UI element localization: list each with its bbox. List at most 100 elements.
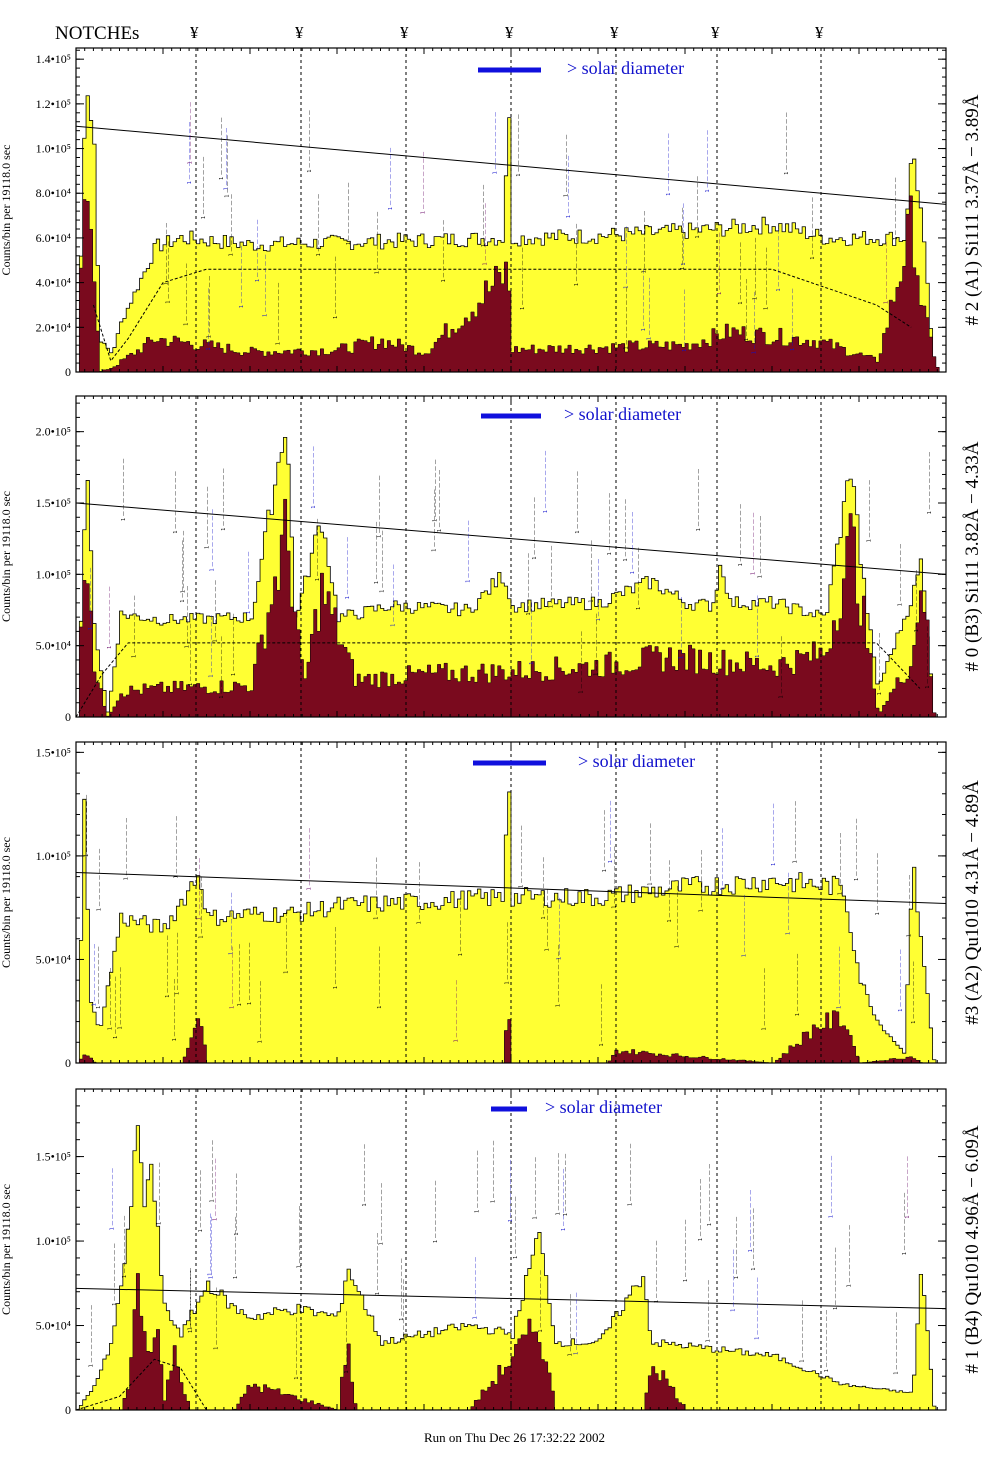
notch-symbol: ¥ bbox=[815, 23, 824, 42]
y-tick-label: 1.0•10⁵ bbox=[36, 142, 71, 156]
svg-text:1 — — — — — — — — —: 1 — — — — — — — — — bbox=[96, 946, 102, 1009]
svg-text:1 — — — — — — — — —: 1 — — — — — — — — — bbox=[255, 219, 261, 282]
y-tick-label: 0 bbox=[65, 365, 71, 379]
svg-text:1 — — — — — — — — —: 1 — — — — — — — — — bbox=[508, 1160, 514, 1223]
svg-text:1 — — — — — — — — —: 1 — — — — — — — — — bbox=[751, 292, 757, 355]
svg-text:1 — — — — — — — — —: 1 — — — — — — — — — bbox=[698, 1179, 704, 1242]
svg-text:1 — — — — — — — — —: 1 — — — — — — — — — bbox=[707, 1164, 713, 1227]
y-tick-label: 0 bbox=[65, 1056, 71, 1070]
svg-text:1 — — — — — — — — —: 1 — — — — — — — — — bbox=[564, 135, 570, 198]
svg-text:1 — — — — — — — — —: 1 — — — — — — — — — bbox=[654, 1240, 660, 1303]
notch-symbol: ¥ bbox=[295, 23, 304, 42]
svg-text:1 — — — — — — — — —: 1 — — — — — — — — — bbox=[124, 818, 130, 881]
model-dashed-line bbox=[92, 268, 912, 362]
svg-text:1 — — — — — — — — —: 1 — — — — — — — — — bbox=[532, 1157, 538, 1220]
svg-text:1 — — — — — — — — —: 1 — — — — — — — — — bbox=[212, 1158, 218, 1221]
svg-text:1 — — — — — — — — —: 1 — — — — — — — — — bbox=[315, 519, 321, 582]
svg-text:1 — — — — — — — — —: 1 — — — — — — — — — bbox=[374, 212, 380, 275]
svg-text:1 — — — — — — — — —: 1 — — — — — — — — — bbox=[377, 946, 383, 1009]
chart-panel: 1 — — — — — — — — —1 — — — — — — — — —1 … bbox=[0, 741, 983, 1070]
y-tick-label: 5.0•10⁴ bbox=[36, 1319, 71, 1333]
svg-text:1 — — — — — — — — —: 1 — — — — — — — — — bbox=[829, 1156, 835, 1219]
svg-text:1 — — — — — — — — —: 1 — — — — — — — — — bbox=[188, 1270, 194, 1333]
y-axis-label: Counts/bin per 19118.0 sec bbox=[0, 837, 13, 968]
fit-line bbox=[75, 1287, 947, 1310]
svg-text:1 — — — — — — — — —: 1 — — — — — — — — — bbox=[599, 984, 605, 1047]
svg-text:1 — — — — — — — — —: 1 — — — — — — — — — bbox=[206, 276, 212, 338]
svg-text:1 — — — — — — — — —: 1 — — — — — — — — — bbox=[346, 183, 352, 246]
svg-text:1 — — — — — — — — —: 1 — — — — — — — — — bbox=[275, 283, 281, 346]
svg-text:1 — — — — — — — — —: 1 — — — — — — — — — bbox=[555, 1153, 561, 1216]
svg-text:1 — — — — — — — — —: 1 — — — — — — — — — bbox=[208, 615, 214, 678]
total-counts-histogram bbox=[76, 95, 946, 373]
svg-text:1 — — — — — — — — —: 1 — — — — — — — — — bbox=[529, 602, 535, 665]
fit-line bbox=[75, 125, 947, 205]
solar-diameter-label: > solar diameter bbox=[567, 58, 684, 78]
svg-text:1 — — — — — — — — —: 1 — — — — — — — — — bbox=[563, 1154, 569, 1217]
svg-text:1 — — — — — — — — —: 1 — — — — — — — — — bbox=[228, 194, 234, 256]
svg-text:1 — — — — — — — — —: 1 — — — — — — — — — bbox=[209, 1140, 215, 1203]
svg-text:1 — — — — — — — — —: 1 — — — — — — — — — bbox=[219, 636, 225, 699]
svg-text:1 — — — — — — — — —: 1 — — — — — — — — — bbox=[307, 828, 313, 891]
svg-text:1 — — — — — — — — —: 1 — — — — — — — — — bbox=[344, 1311, 350, 1374]
svg-text:1 — — — — — — — — —: 1 — — — — — — — — — bbox=[401, 1279, 407, 1342]
svg-text:1 — — — — — — — — —: 1 — — — — — — — — — bbox=[705, 130, 711, 193]
notch-symbols: ¥ ¥ ¥ ¥ ¥ ¥ ¥ bbox=[190, 23, 824, 42]
svg-text:1 — — — — — — — — —: 1 — — — — — — — — — bbox=[544, 889, 550, 952]
svg-text:1 — — — — — — — — —: 1 — — — — — — — — — bbox=[311, 446, 317, 509]
svg-text:1 — — — — — — — — —: 1 — — — — — — — — — bbox=[307, 110, 313, 173]
svg-text:1 — — — — — — — — —: 1 — — — — — — — — — bbox=[793, 801, 799, 864]
svg-text:1 — — — — — — — — —: 1 — — — — — — — — — bbox=[623, 226, 629, 289]
y-tick-label: 1.5•10⁵ bbox=[36, 745, 71, 759]
svg-text:1 — — — — — — — — —: 1 — — — — — — — — — bbox=[333, 256, 339, 319]
y-tick-label: 2.0•10⁴ bbox=[36, 320, 71, 334]
svg-text:1 — — — — — — — — —: 1 — — — — — — — — — bbox=[262, 254, 268, 317]
svg-text:1 — — — — — — — — —: 1 — — — — — — — — — bbox=[233, 1217, 239, 1280]
y-tick-label: 1.5•10⁵ bbox=[36, 496, 71, 510]
svg-text:1 — — — — — — — — —: 1 — — — — — — — — — bbox=[875, 853, 881, 916]
svg-text:1 — — — — — — — — —: 1 — — — — — — — — — bbox=[433, 459, 439, 522]
svg-text:1 — — — — — — — — —: 1 — — — — — — — — — bbox=[230, 946, 236, 1009]
svg-text:1 — — — — — — — — —: 1 — — — — — — — — — bbox=[206, 288, 212, 351]
y-tick-label: 0 bbox=[65, 1403, 71, 1417]
svg-text:1 — — — — — — — — —: 1 — — — — — — — — — bbox=[810, 197, 816, 260]
y-tick-label: 5.0•10⁴ bbox=[36, 639, 71, 653]
svg-text:1 — — — — — — — — —: 1 — — — — — — — — — bbox=[283, 911, 289, 974]
svg-text:1 — — — — — — — — —: 1 — — — — — — — — — bbox=[884, 242, 890, 305]
svg-text:1 — — — — — — — — —: 1 — — — — — — — — — bbox=[607, 493, 613, 556]
svg-text:1 — — — — — — — — —: 1 — — — — — — — — — bbox=[180, 540, 186, 603]
y-axis-label: Counts/bin per 19118.0 sec bbox=[0, 1184, 13, 1315]
svg-text:1 — — — — — — — — —: 1 — — — — — — — — — bbox=[172, 979, 178, 1042]
svg-text:1 — — — — — — — — —: 1 — — — — — — — — — bbox=[165, 935, 171, 998]
svg-text:1 — — — — — — — — —: 1 — — — — — — — — — bbox=[231, 613, 237, 676]
svg-text:1 — — — — — — — — —: 1 — — — — — — — — — bbox=[925, 626, 931, 689]
svg-text:1 — — — — — — — — —: 1 — — — — — — — — — bbox=[623, 499, 629, 562]
fit-line bbox=[75, 502, 947, 575]
svg-text:1 — — — — — — — — —: 1 — — — — — — — — — bbox=[641, 269, 647, 332]
svg-text:1 — — — — — — — — —: 1 — — — — — — — — — bbox=[297, 1206, 303, 1269]
svg-text:1 — — — — — — — — —: 1 — — — — — — — — — bbox=[516, 114, 522, 177]
svg-text:1 — — — — — — — — —: 1 — — — — — — — — — bbox=[165, 241, 171, 304]
svg-text:1 — — — — — — — — —: 1 — — — — — — — — — bbox=[257, 981, 263, 1044]
svg-text:1 — — — — — — — — —: 1 — — — — — — — — — bbox=[433, 1181, 439, 1244]
svg-text:1 — — — — — — — — —: 1 — — — — — — — — — bbox=[513, 1196, 519, 1259]
svg-text:1 — — — — — — — — —: 1 — — — — — — — — — bbox=[390, 564, 396, 627]
svg-text:1 — — — — — — — — —: 1 — — — — — — — — — bbox=[548, 546, 554, 609]
svg-text:1 — — — — — — — — —: 1 — — — — — — — — — bbox=[761, 968, 767, 1031]
svg-text:1 — — — — — — — — —: 1 — — — — — — — — — bbox=[112, 1243, 118, 1306]
svg-text:1 — — — — — — — — —: 1 — — — — — — — — — bbox=[187, 122, 193, 185]
svg-text:1 — — — — — — — — —: 1 — — — — — — — — — bbox=[92, 944, 98, 1007]
svg-text:1 — — — — — — — — —: 1 — — — — — — — — — bbox=[473, 1257, 479, 1320]
svg-text:1 — — — — — — — — —: 1 — — — — — — — — — bbox=[373, 857, 379, 920]
svg-text:1 — — — — — — — — —: 1 — — — — — — — — — bbox=[752, 238, 758, 301]
svg-text:1 — — — — — — — — —: 1 — — — — — — — — — bbox=[107, 968, 113, 1031]
chart-panel: 1 — — — — — — — — —1 — — — — — — — — —1 … bbox=[0, 47, 983, 379]
svg-text:1 — — — — — — — — —: 1 — — — — — — — — — bbox=[785, 873, 791, 936]
chart-panels: 1 — — — — — — — — — 1 — — — — — — — — — 1 … bbox=[0, 47, 983, 1417]
svg-text:1 — — — — — — — — —: 1 — — — — — — — — — bbox=[107, 586, 113, 649]
y-tick-label: 1.5•10⁵ bbox=[36, 1150, 71, 1164]
svg-text:1 — — — — — — — — —: 1 — — — — — — — — — bbox=[453, 980, 459, 1043]
svg-text:1 — — — — — — — — —: 1 — — — — — — — — — bbox=[837, 946, 843, 1009]
model-dashed-line bbox=[75, 642, 921, 718]
